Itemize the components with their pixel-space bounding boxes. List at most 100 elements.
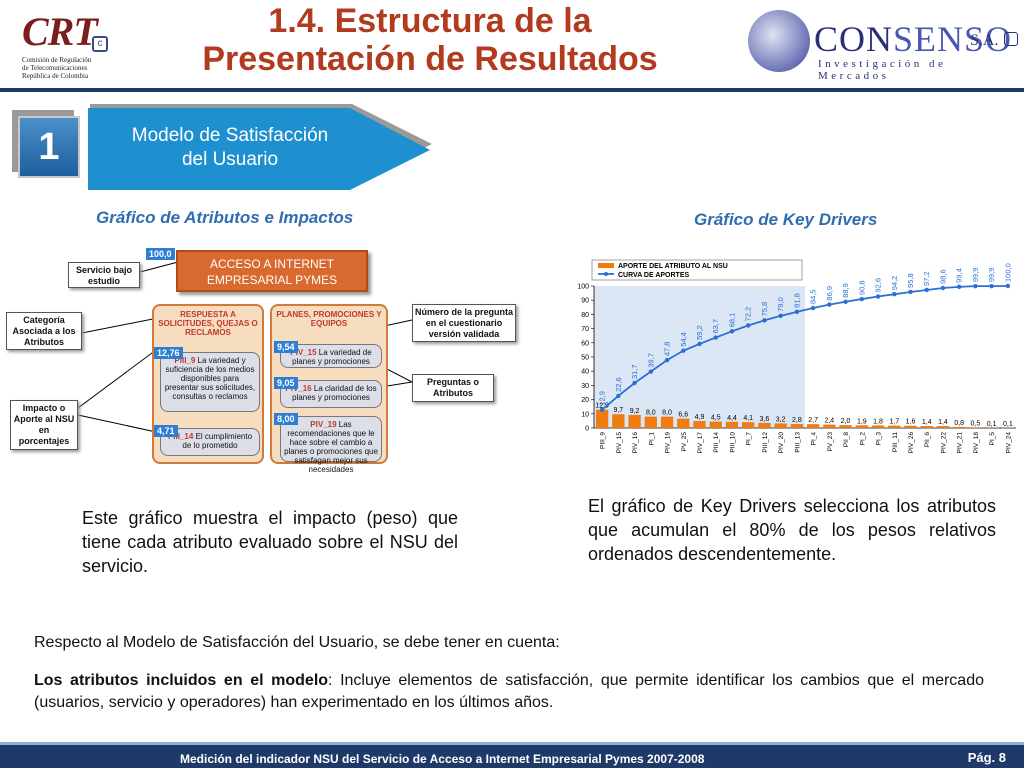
legend-bar-label: APORTE DEL ATRIBUTO AL NSU (618, 263, 728, 270)
bar-PI_4 (806, 424, 820, 428)
bar-PIV_16 (628, 414, 641, 428)
bar-label: 0,8 (954, 420, 964, 427)
curve-point (973, 283, 978, 289)
curve-point (616, 393, 621, 399)
consenso-name: CONSENSO (814, 19, 1013, 59)
crt-caption: Comisión de Regulación de Telecomunicaci… (22, 56, 92, 80)
bar-PII_6 (920, 426, 933, 428)
curve-point (827, 302, 832, 307)
x-tick-label: PI_5 (989, 432, 996, 446)
curve-point (908, 289, 913, 295)
curve-point (632, 380, 637, 386)
curve-label: 97,2 (922, 271, 931, 286)
bar-PIII_13 (790, 424, 804, 428)
legend-line-label: CURVA DE APORTES (618, 272, 690, 279)
curve-label: 88,9 (841, 283, 850, 298)
bar-PI_2 (855, 425, 868, 428)
bar-PIII_10 (725, 421, 739, 428)
bar-PI_3 (871, 425, 885, 428)
curve-label: 94,2 (890, 276, 899, 291)
bar-label: 9,2 (630, 408, 640, 415)
curve-label: 68,1 (727, 313, 736, 328)
curve-point (940, 285, 946, 291)
bar-label: 9,7 (613, 407, 623, 414)
consenso-subtitle: Investigación de Mercados (818, 58, 947, 82)
bar-PIV_18 (969, 427, 982, 428)
bar-PIII_11 (888, 425, 901, 428)
x-tick-label: PIII_13 (794, 432, 801, 453)
curve-label: 95,8 (906, 273, 915, 288)
bar-label: 0,5 (971, 420, 981, 427)
x-tick-label: PIV_22 (940, 432, 947, 454)
consenso-logo: CONSENSO S.A. Investigación de Mercados (748, 10, 1018, 82)
curve-label: 84,5 (809, 289, 818, 304)
notes-detail: Los atributos incluidos en el modelo: In… (34, 672, 984, 711)
consenso-sa: S.A. (970, 32, 999, 49)
bar-label: 3,6 (760, 416, 770, 423)
curve-point (762, 318, 767, 323)
bar-label: 4,1 (743, 415, 753, 422)
curve-point (697, 341, 702, 347)
footer: Medición del indicador NSU del Servicio … (0, 742, 1024, 768)
y-tick-label: 40 (581, 369, 589, 376)
curve-point (810, 305, 816, 311)
bar-label: 2,7 (808, 417, 818, 424)
curve-point (713, 335, 718, 340)
x-tick-label: PI_3 (876, 432, 883, 446)
x-tick-label: PV_25 (681, 432, 688, 452)
crt-logo-c-icon: c (92, 36, 108, 52)
x-tick-label: PII_6 (924, 432, 931, 448)
curve-label: 81,8 (792, 293, 801, 308)
bar-label: 4,5 (711, 415, 721, 422)
curve-point (859, 296, 865, 302)
bar-label: 6,6 (678, 412, 688, 419)
bar-label: 1,9 (857, 418, 867, 425)
attribute-value: 12,76 (154, 347, 183, 359)
curve-point (664, 357, 670, 363)
label-servicio: Servicio bajo estudio (68, 262, 140, 288)
x-tick-label: PIV_16 (632, 432, 639, 454)
crt-logo-mark: CRT (22, 9, 98, 54)
crt-logo: CRT c Comisión de Regulación de Telecomu… (22, 10, 132, 82)
y-tick-label: 20 (581, 397, 589, 404)
bar-PIV_17 (693, 421, 706, 428)
x-tick-label: PI_1 (648, 432, 655, 446)
page-title: 1.4. Estructura de la Presentación de Re… (202, 2, 658, 78)
bar-label: 3,2 (776, 416, 786, 423)
bar-PIV_22 (936, 426, 950, 428)
attribute-value: 8,00 (274, 413, 298, 425)
attribute-item: PIV_16 La claridad de los planes y promo… (280, 380, 382, 408)
bar-PIV_19 (660, 416, 674, 428)
curve-label: 31,7 (630, 364, 639, 379)
x-tick-label: PI_7 (746, 432, 753, 446)
curve-label: 75,8 (760, 302, 769, 317)
attribute-value: 4,71 (154, 425, 178, 437)
curve-point (924, 287, 929, 293)
bar-label: 0,1 (1003, 421, 1013, 428)
category-2-title: PLANES, PROMOCIONES Y EQUIPOS (276, 310, 382, 328)
curve-label: 86,9 (825, 286, 834, 301)
x-tick-label: PIV_18 (973, 432, 980, 454)
atributos-description: Este gráfico muestra el impacto (peso) q… (82, 508, 458, 576)
x-tick-label: PIII_9 (600, 432, 607, 449)
curve-label: 99,4 (955, 268, 964, 283)
bar-PII_8 (839, 425, 852, 428)
y-tick-label: 30 (581, 383, 589, 390)
bar-label: 2,8 (792, 417, 802, 424)
y-tick-label: 80 (581, 312, 589, 319)
bar-label: 4,9 (695, 414, 705, 421)
cumulative-curve (601, 285, 1008, 411)
x-tick-label: PIV_24 (1005, 432, 1012, 454)
curve-label: 99,9 (971, 268, 980, 283)
bar-label: 0,1 (987, 421, 997, 428)
model-title: Modelo de Satisfacción del Usuario (131, 125, 329, 170)
bar-PIV_26 (904, 425, 917, 428)
attribute-value: 9,05 (274, 377, 298, 389)
curve-point (599, 407, 605, 412)
curve-label: 63,7 (711, 319, 720, 334)
y-tick-label: 50 (581, 355, 589, 362)
label-numero-pregunta: Número de la pregunta en el cuestionario… (412, 304, 516, 342)
curve-point (875, 294, 881, 299)
curve-label: 12,9 (598, 391, 607, 406)
bar-PI_1 (644, 416, 657, 428)
